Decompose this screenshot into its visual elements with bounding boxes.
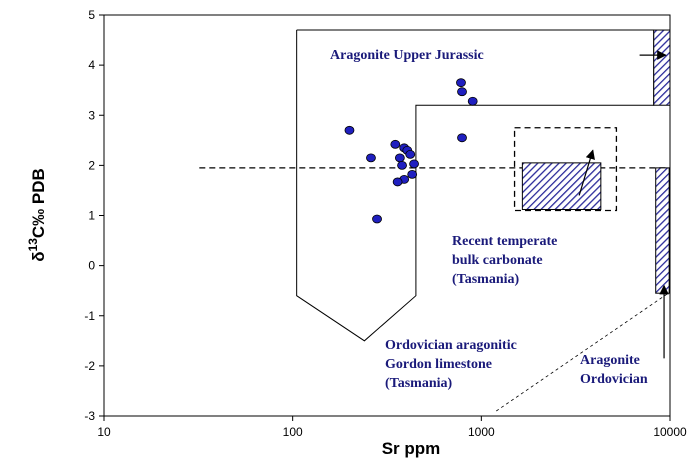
y-tick-label: -1	[84, 309, 95, 323]
data-point	[457, 87, 467, 97]
x-tick-label: 10000	[653, 425, 687, 439]
y-label-text: C‰ PDB	[29, 168, 48, 238]
data-point	[366, 153, 376, 163]
y-label-symbol: δ	[29, 251, 48, 261]
data-point	[372, 214, 382, 224]
y-label-superscript: 13	[26, 238, 40, 252]
hatched-range-bar	[653, 29, 671, 106]
y-tick-label: -3	[84, 409, 95, 423]
annotation-text: Ordovician	[580, 372, 648, 387]
hatched-range-bar	[521, 162, 602, 210]
data-point	[456, 78, 466, 88]
annotation-text: (Tasmania)	[452, 272, 520, 287]
hatched-range-bar	[655, 167, 670, 294]
y-tick-label: 2	[88, 158, 95, 172]
y-tick-label: 5	[88, 8, 95, 22]
annotation-text: (Tasmania)	[385, 376, 453, 391]
annotation-text: Aragonite	[580, 353, 640, 368]
data-point	[409, 159, 419, 169]
y-tick-label: 3	[88, 108, 95, 122]
data-point	[457, 133, 467, 143]
data-point	[407, 169, 418, 179]
data-point	[394, 153, 405, 163]
y-tick-label: 0	[88, 259, 95, 273]
y-tick-label: 4	[88, 58, 95, 72]
thin-dashed-line	[496, 292, 669, 412]
y-axis-label: δ13C‰ PDB	[26, 168, 48, 262]
y-tick-label: -2	[84, 359, 95, 373]
data-point	[405, 149, 416, 159]
x-tick-label: 10	[97, 425, 111, 439]
annotation-text: bulk carbonate	[452, 253, 543, 268]
y-tick-label: 1	[88, 209, 95, 223]
data-point	[467, 96, 478, 106]
x-tick-label: 1000	[468, 425, 495, 439]
annotation-text: Aragonite Upper Jurassic	[330, 48, 484, 63]
annotation-text: Gordon limestone	[385, 357, 492, 372]
annotation-arrow	[578, 149, 595, 196]
data-point	[390, 139, 401, 149]
annotation-text: Ordovician aragonitic	[385, 338, 517, 353]
x-axis-label: Sr ppm	[382, 439, 441, 458]
annotation-text: Recent temperate	[452, 234, 557, 249]
dashed-box	[513, 127, 618, 212]
data-point	[392, 177, 403, 187]
data-point	[397, 160, 407, 170]
x-tick-label: 100	[283, 425, 303, 439]
data-point	[344, 125, 355, 135]
